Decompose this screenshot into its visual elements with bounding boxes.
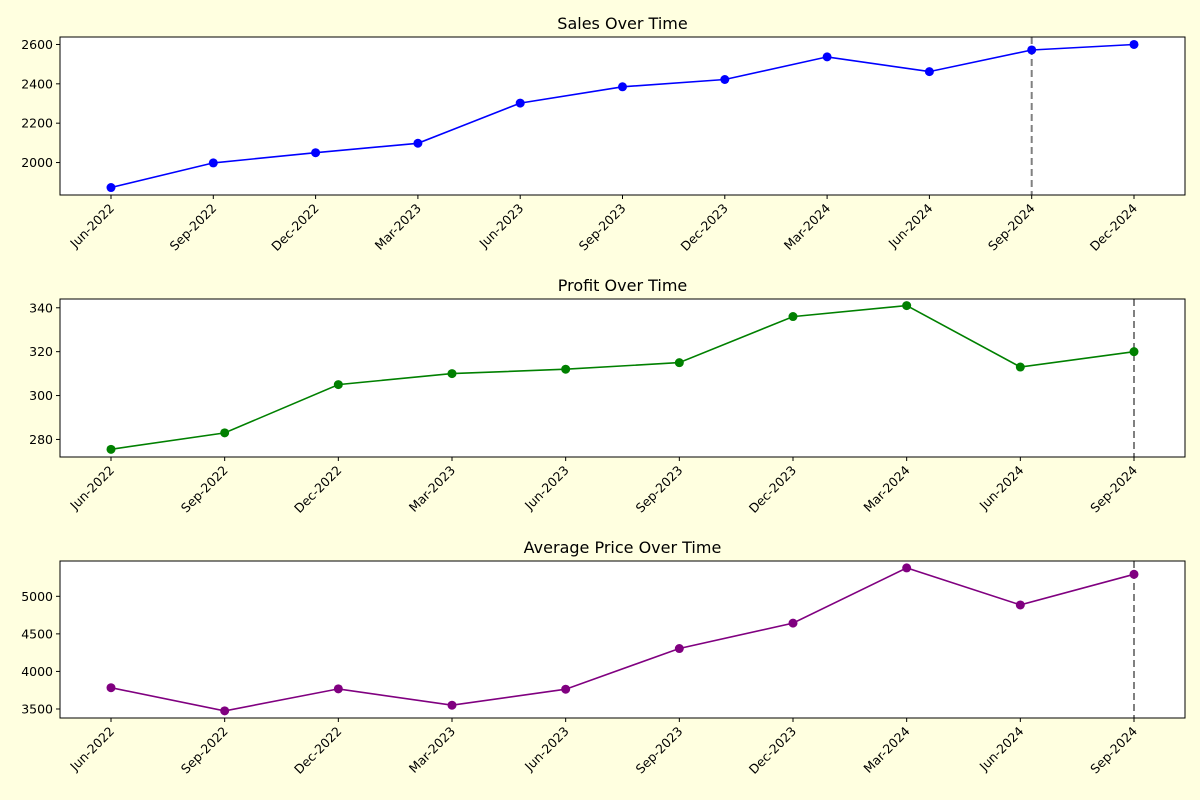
profit-x-tick-label: Dec-2023 — [746, 463, 799, 516]
sales-x-tick-label: Jun-2023 — [476, 201, 527, 252]
profit-data-point — [333, 380, 343, 390]
sales-data-point — [1027, 45, 1037, 55]
avg-price-series-line — [110, 567, 1135, 712]
profit-data-point — [1129, 347, 1139, 357]
avg-price-x-tick-label: Mar-2023 — [406, 724, 458, 776]
avg-price-x-tick-label: Jun-2023 — [521, 724, 572, 775]
profit-x-tick-label: Sep-2022 — [178, 463, 231, 516]
profit-data-point — [674, 358, 684, 368]
profit-data-point — [106, 444, 116, 454]
sales-data-point — [1129, 39, 1139, 49]
sales-x-tick-label: Dec-2024 — [1087, 200, 1140, 253]
avg-price-data-point — [333, 684, 343, 694]
sales-x-tick-label: Dec-2023 — [678, 201, 731, 254]
avg-price-data-point — [902, 563, 912, 573]
avg-price-data-point — [447, 700, 457, 710]
avg-price-x-tick-label: Sep-2024 — [1087, 723, 1140, 776]
profit-x-tick-label: Mar-2024 — [860, 462, 912, 514]
sales-y-tick-label: 2200 — [21, 116, 53, 131]
sales-x-tick-label: Jun-2022 — [66, 201, 117, 252]
sales-y-tick-label: 2600 — [21, 37, 53, 52]
profit-y-tick-label: 280 — [29, 432, 53, 447]
profit-data-point — [902, 301, 912, 311]
avg-price-data-point — [674, 644, 684, 654]
profit-chart-title: Profit Over Time — [558, 276, 688, 295]
profit-x-tick-label: Dec-2022 — [291, 463, 344, 516]
sales-data-point — [618, 82, 627, 92]
avg-price-plot-area — [60, 561, 1185, 718]
avg-price-x-tick-label: Jun-2024 — [976, 723, 1027, 774]
avg-price-data-point — [1129, 569, 1139, 579]
profit-y-tick-label: 320 — [29, 344, 53, 359]
avg-price-x-tick-label: Dec-2022 — [291, 724, 344, 777]
avg-price-data-point — [1015, 600, 1025, 610]
sales-axes-frame — [59, 36, 1186, 196]
avg-price-x-tick-label: Mar-2024 — [860, 723, 912, 775]
profit-y-tick-label: 340 — [29, 300, 53, 315]
profit-x-tick-label: Jun-2023 — [521, 463, 572, 514]
sales-data-point — [515, 98, 525, 108]
profit-data-point — [561, 364, 571, 374]
profit-data-point — [447, 369, 457, 379]
profit-data-point — [1015, 362, 1025, 372]
avg-price-x-tick-label: Sep-2023 — [632, 724, 685, 777]
profit-x-tick-label: Jun-2022 — [66, 463, 117, 514]
sales-x-tick-label: Dec-2022 — [268, 201, 321, 254]
avg-price-y-tick-label: 3500 — [21, 701, 53, 716]
sales-x-tick-label: Sep-2022 — [166, 201, 219, 254]
sales-y-tick-label: 2400 — [21, 76, 53, 91]
sales-chart: Sales Over Time 2000 2200 2400 2600 Jun-2022 S… — [21, 14, 1186, 254]
profit-axes-frame — [59, 298, 1186, 458]
sales-chart-title: Sales Over Time — [557, 14, 687, 33]
avg-price-x-tick-label: Jun-2022 — [66, 724, 117, 775]
avg-price-x-tick-label: Dec-2023 — [746, 724, 799, 777]
sales-data-point — [822, 52, 832, 62]
sales-data-point — [311, 148, 321, 158]
profit-series-line — [110, 304, 1135, 451]
avg-price-data-point — [788, 618, 798, 628]
profit-x-tick-label: Sep-2023 — [632, 463, 685, 516]
avg-price-y-tick-label: 4000 — [21, 664, 53, 679]
avg-price-x-tick-label: Sep-2022 — [178, 724, 231, 777]
avg-price-y-tick-label: 5000 — [21, 589, 53, 604]
sales-x-tick-label: Jun-2024 — [885, 200, 936, 251]
profit-x-tick-label: Jun-2024 — [976, 462, 1027, 513]
sales-x-tick-label: Mar-2023 — [372, 201, 424, 253]
profit-y-tick-label: 300 — [29, 388, 53, 403]
avg-price-chart-title: Average Price Over Time — [524, 538, 722, 557]
sales-data-point — [106, 183, 116, 193]
avg-price-chart: Average Price Over Time 3500 4000 4500 5000 J… — [21, 538, 1186, 777]
sales-data-point — [208, 158, 218, 168]
sales-y-tick-label: 2000 — [21, 155, 53, 170]
profit-x-tick-label: Sep-2024 — [1087, 462, 1140, 515]
profit-data-point — [788, 312, 798, 322]
sales-data-point — [924, 67, 934, 77]
avg-price-data-point — [220, 706, 230, 716]
sales-x-tick-label: Sep-2023 — [576, 201, 629, 254]
profit-plot-area — [60, 299, 1185, 457]
avg-price-axes-frame — [59, 560, 1186, 719]
profit-data-point — [220, 428, 230, 438]
profit-x-tick-label: Mar-2023 — [406, 463, 458, 515]
sales-x-tick-label: Sep-2024 — [985, 200, 1038, 253]
sales-data-point — [413, 138, 423, 148]
avg-price-y-tick-label: 4500 — [21, 626, 53, 641]
avg-price-data-point — [106, 683, 116, 693]
sales-data-point — [720, 75, 730, 85]
sales-x-tick-label: Mar-2024 — [781, 200, 833, 252]
sales-plot-area — [60, 37, 1185, 195]
avg-price-data-point — [561, 684, 571, 694]
profit-chart: Profit Over Time 280 300 320 340 Jun-2022 Sep-… — [29, 276, 1186, 516]
